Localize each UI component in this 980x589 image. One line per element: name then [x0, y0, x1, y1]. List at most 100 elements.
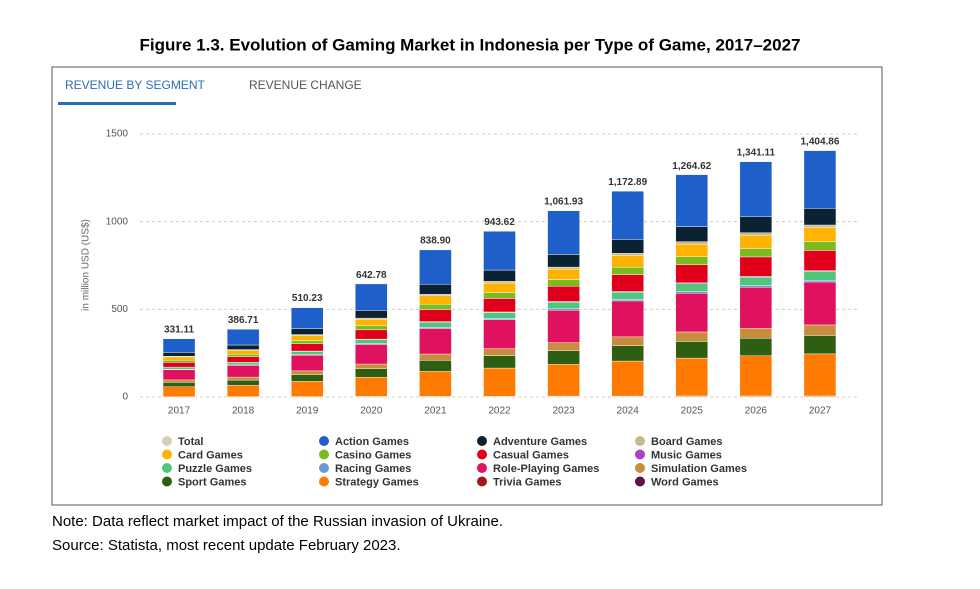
legend-marker — [477, 463, 487, 473]
legend-label[interactable]: Simulation Games — [651, 463, 747, 475]
bar-segment — [419, 371, 452, 397]
x-tick-label: 2017 — [168, 406, 191, 417]
bar-segment — [355, 363, 388, 369]
bar-segment — [547, 342, 580, 351]
bar-segment — [803, 335, 837, 355]
bar-segment — [739, 287, 773, 329]
legend-label[interactable]: Music Games — [651, 449, 722, 461]
bar-segment — [226, 365, 260, 378]
bar-segment — [419, 328, 452, 355]
bar-segment — [547, 254, 580, 268]
x-tick-label: 2025 — [681, 406, 704, 417]
bar-segment — [611, 300, 644, 338]
legend-marker — [477, 449, 487, 460]
y-tick-label: 1000 — [106, 216, 129, 227]
bar-segment — [675, 331, 708, 342]
tab-active[interactable]: REVENUE BY SEGMENT — [65, 78, 205, 92]
bar-segment — [675, 174, 708, 227]
legend-label[interactable]: Total — [178, 436, 203, 448]
bar-segment — [547, 210, 580, 255]
x-tick-label: 2021 — [424, 406, 447, 417]
bar-segment — [739, 276, 773, 286]
bar-segment — [419, 309, 452, 322]
total-label: 331.11 — [164, 325, 194, 336]
bar-segment — [291, 335, 324, 341]
total-label: 1,404.86 — [800, 136, 839, 147]
total-label: 838.90 — [420, 236, 451, 247]
bar-segment — [291, 381, 324, 397]
bar-segment — [419, 321, 452, 328]
x-tick-label: 2027 — [809, 406, 832, 417]
legend-label[interactable]: Puzzle Games — [178, 463, 252, 475]
bar-segment — [675, 341, 708, 359]
bar-segment — [611, 255, 644, 268]
bar-segment — [675, 226, 708, 242]
bar-segment — [355, 339, 388, 344]
bar-segment — [162, 352, 196, 357]
source: Source: Statista, most recent update Feb… — [52, 537, 401, 554]
bar-segment — [739, 248, 773, 258]
bar-segment — [355, 310, 388, 319]
legend-label[interactable]: Action Games — [335, 436, 409, 448]
bar-segment — [675, 243, 708, 257]
legend-label[interactable]: Strategy Games — [335, 476, 419, 488]
bar-segment — [419, 360, 452, 372]
bar-segment — [547, 268, 580, 280]
legend-label[interactable]: Adventure Games — [493, 436, 587, 448]
bar-segment — [419, 294, 452, 297]
bar-segment — [483, 367, 516, 397]
bar-segment — [226, 384, 260, 397]
legend-label[interactable]: Role-Playing Games — [493, 463, 599, 475]
bar-segment — [611, 267, 644, 275]
bar-segment — [803, 208, 837, 226]
bar-segment — [162, 356, 196, 361]
y-tick-label: 500 — [111, 304, 128, 315]
total-label: 943.62 — [484, 217, 515, 228]
bar-segment — [803, 227, 837, 242]
legend-label[interactable]: Casino Games — [335, 449, 411, 461]
tab[interactable]: REVENUE CHANGE — [249, 78, 362, 92]
bar-segment — [675, 293, 708, 333]
bar-segment — [355, 344, 388, 365]
bar-segment — [419, 284, 452, 295]
legend-label[interactable]: Board Games — [651, 436, 723, 448]
bar-segment — [739, 232, 773, 236]
bar-segment — [291, 351, 324, 355]
total-label: 642.78 — [356, 270, 387, 281]
bar-segment — [547, 279, 580, 287]
y-tick-label: 1500 — [106, 129, 129, 140]
legend-label[interactable]: Trivia Games — [493, 476, 562, 488]
bar-segment — [291, 328, 324, 335]
figure-title: Figure 1.3. Evolution of Gaming Market i… — [140, 35, 801, 54]
bar-segment — [611, 299, 644, 302]
bar-segment — [226, 356, 260, 363]
bar-segment — [611, 274, 644, 292]
legend-marker — [635, 463, 645, 473]
bar-segment — [547, 350, 580, 365]
bar-segment — [162, 386, 196, 397]
legend-label[interactable]: Word Games — [651, 476, 719, 488]
bar-segment — [547, 266, 580, 270]
bar-segment — [291, 374, 324, 382]
note: Note: Data reflect market impact of the … — [52, 513, 503, 530]
bar-segment — [803, 280, 837, 283]
legend-marker — [319, 449, 329, 460]
bar-segment — [739, 256, 773, 277]
y-tick-label: 0 — [122, 392, 128, 403]
legend-marker — [477, 436, 487, 446]
bar-segment — [355, 283, 388, 311]
bar-segment — [483, 319, 516, 349]
legend-marker — [635, 476, 645, 487]
legend-label[interactable]: Casual Games — [493, 449, 569, 461]
tab-underline — [58, 102, 176, 105]
x-tick-label: 2019 — [296, 406, 319, 417]
legend-label[interactable]: Sport Games — [178, 476, 246, 488]
bar-segment — [162, 369, 196, 381]
legend-label[interactable]: Racing Games — [335, 463, 411, 475]
legend-marker — [477, 476, 487, 487]
bar-segment — [483, 355, 516, 369]
bar-segment — [291, 340, 324, 344]
legend-label[interactable]: Card Games — [178, 449, 243, 461]
total-label: 1,264.62 — [672, 161, 711, 172]
